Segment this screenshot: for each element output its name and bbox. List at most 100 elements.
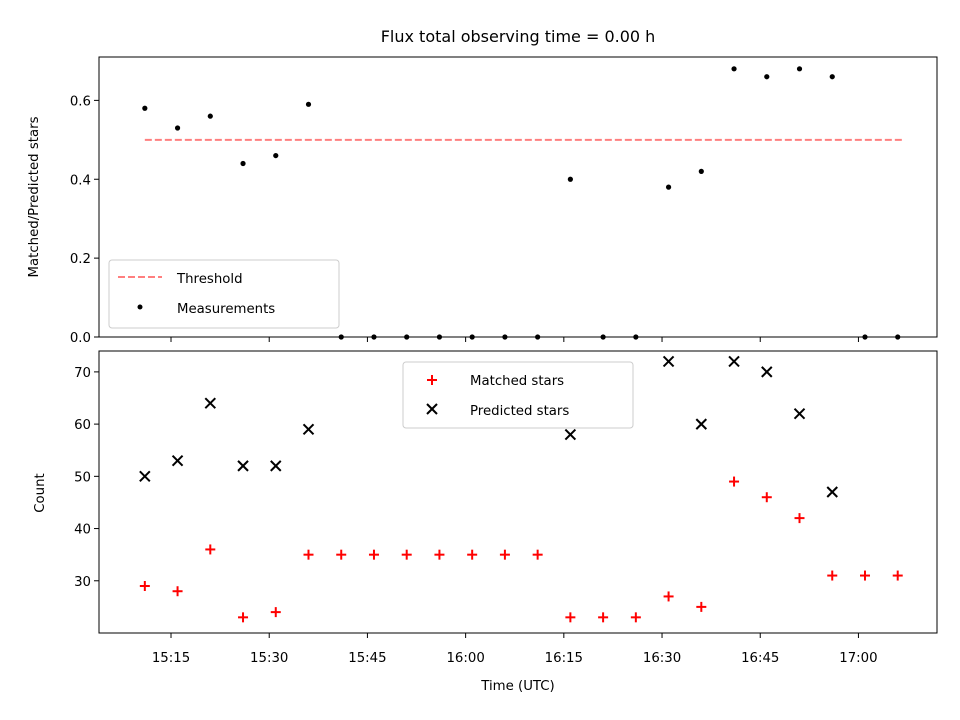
- bottom-legend: Matched stars Predicted stars: [402, 361, 634, 429]
- x-tick-label: 15:30: [250, 651, 288, 666]
- measurement-point: [764, 74, 770, 80]
- bottom-y-axis-label: Count: [33, 473, 48, 513]
- chart-title: Flux total observing time = 0.00 h: [381, 27, 656, 46]
- matched-star-point: [499, 549, 510, 560]
- predicted-star-stroke-b: [171, 454, 184, 467]
- matched-star-point: [139, 581, 150, 591]
- measurement-point: [698, 168, 704, 174]
- bottom-y-tick-label: 60: [74, 418, 91, 433]
- predicted-star-stroke-b: [761, 366, 773, 378]
- top-y-tick-label: 0.0: [70, 331, 91, 346]
- matched-star-point: [172, 586, 183, 597]
- predicted-star-point: [171, 454, 184, 467]
- matched-star-point: [401, 549, 412, 560]
- matched-star-point: [467, 549, 478, 560]
- x-tick-label: 16:00: [446, 651, 484, 666]
- matched-star-point: [859, 570, 870, 581]
- x-tick-label: 16:45: [741, 651, 779, 666]
- top-panel: Flux total observing time = 0.00 h Match…: [27, 27, 938, 346]
- predicted-star-point: [302, 423, 315, 436]
- matched-star-point: [630, 612, 641, 623]
- matched-star-point: [827, 570, 838, 581]
- predicted-star-stroke-b: [564, 428, 577, 441]
- bottom-y-tick-label: 70: [74, 366, 91, 381]
- predicted-star-stroke-b: [662, 355, 675, 368]
- matched-star-point: [270, 607, 281, 618]
- top-axes-frame: [98, 56, 938, 338]
- legend-predicted-label: Predicted stars: [470, 404, 569, 419]
- matched-star-point: [368, 549, 379, 560]
- top-y-ticks: 0.0 0.2 0.4 0.6: [70, 94, 99, 346]
- predicted-star-point: [728, 355, 740, 368]
- matched-star-point: [205, 544, 216, 555]
- legend-matched-label: Matched stars: [470, 374, 564, 389]
- top-y-tick-label: 0.6: [70, 94, 91, 109]
- x-axis-label: Time (UTC): [480, 679, 555, 694]
- predicted-star-point: [761, 366, 773, 378]
- x-tick-label: 16:30: [643, 651, 681, 666]
- matched-star-point: [336, 549, 347, 560]
- matched-star-point: [565, 612, 576, 623]
- predicted-star-point: [662, 355, 675, 368]
- predicted-star-point: [793, 407, 806, 420]
- top-legend-box: [108, 259, 340, 329]
- measurement-point: [829, 74, 835, 80]
- predicted-star-stroke-b: [139, 470, 151, 483]
- bottom-x-ticks: 15:15 15:30 15:45 16:00 16:15 16:30 16:45 17:00: [152, 633, 878, 666]
- x-tick-label: 15:45: [348, 651, 386, 666]
- predicted-star-point: [204, 397, 217, 409]
- measurement-point: [174, 125, 181, 131]
- top-plot-area: [142, 66, 905, 340]
- bottom-plot-area: [139, 355, 903, 623]
- predicted-star-stroke-b: [302, 423, 315, 436]
- predicted-star-point: [270, 460, 282, 472]
- measurement-point: [142, 105, 148, 111]
- matched-star-point: [761, 492, 772, 503]
- bottom-axes-frame: [98, 350, 938, 634]
- matched-star-point: [729, 476, 740, 487]
- measurement-point: [305, 101, 312, 107]
- measurement-point: [240, 160, 246, 167]
- measurement-point: [567, 176, 573, 182]
- matched-star-point: [794, 513, 805, 524]
- predicted-star-stroke-b: [728, 355, 740, 368]
- predicted-star-stroke-b: [793, 407, 806, 420]
- bottom-y-tick-label: 50: [74, 470, 91, 485]
- matched-star-point: [238, 612, 249, 623]
- x-tick-label: 17:00: [839, 651, 877, 666]
- predicted-star-point: [564, 428, 577, 441]
- matched-star-point: [303, 549, 314, 560]
- matched-star-point: [696, 601, 707, 612]
- x-tick-label: 15:15: [152, 651, 190, 666]
- matched-star-point: [663, 591, 674, 602]
- bottom-y-tick-label: 30: [74, 575, 91, 590]
- top-y-tick-label: 0.4: [70, 173, 91, 188]
- legend-threshold-label: Threshold: [176, 272, 243, 287]
- predicted-star-point: [237, 460, 249, 472]
- legend-measurements-swatch: [137, 304, 143, 310]
- predicted-star-point: [139, 470, 151, 483]
- predicted-star-stroke-b: [204, 397, 217, 409]
- predicted-star-point: [826, 486, 838, 498]
- legend-matched-swatch: [427, 375, 437, 385]
- top-legend: Threshold Measurements: [108, 259, 340, 329]
- matched-star-point: [598, 612, 609, 623]
- matched-star-point: [532, 549, 543, 560]
- matched-star-point: [892, 570, 903, 581]
- measurement-point: [731, 66, 737, 72]
- top-y-tick-label: 0.2: [70, 252, 91, 267]
- bottom-y-tick-label: 40: [74, 523, 91, 538]
- measurement-point: [665, 184, 672, 190]
- predicted-star-stroke-b: [270, 460, 282, 472]
- legend-measurements-label: Measurements: [177, 302, 275, 317]
- top-x-ticks: [170, 337, 859, 342]
- matched-star-point: [434, 549, 445, 560]
- x-tick-label: 16:15: [545, 651, 583, 666]
- top-y-axis-label: Matched/Predicted stars: [27, 116, 42, 277]
- bottom-legend-box: [402, 361, 634, 429]
- predicted-star-point: [695, 418, 708, 430]
- measurement-point: [796, 66, 803, 72]
